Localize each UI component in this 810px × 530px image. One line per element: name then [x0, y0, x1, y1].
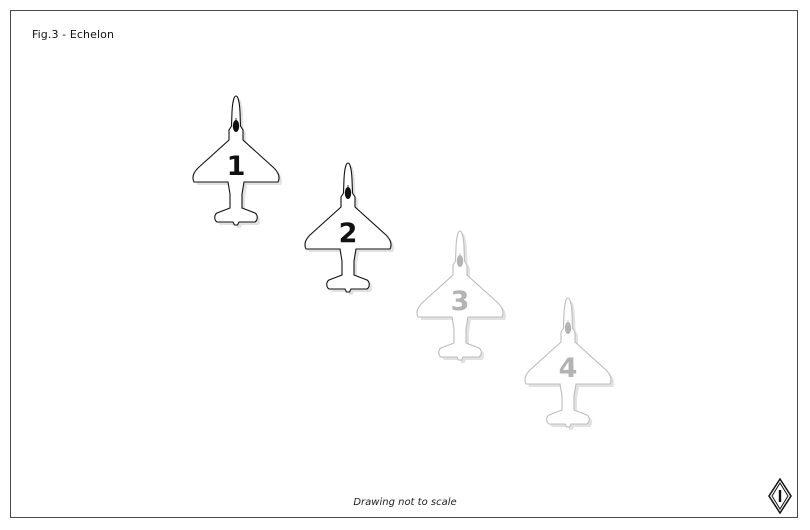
canopy-icon — [456, 255, 464, 267]
aircraft-number: 3 — [451, 286, 470, 317]
canopy-icon — [344, 187, 352, 199]
figure-footnote: Drawing not to scale — [353, 497, 457, 508]
aircraft-number: 2 — [339, 218, 358, 249]
figure-frame — [10, 10, 798, 518]
aircraft-number: 1 — [227, 151, 246, 182]
canopy-icon — [564, 322, 572, 334]
north-indicator-icon — [768, 478, 792, 514]
figure-title: Fig.3 - Echelon — [32, 28, 115, 41]
aircraft-2: 2 — [304, 162, 394, 295]
aircraft-number: 4 — [559, 353, 578, 384]
canopy-icon — [232, 120, 240, 132]
aircraft-4: 4 — [524, 297, 614, 430]
aircraft-3: 3 — [416, 230, 506, 363]
aircraft-1: 1 — [192, 95, 282, 228]
